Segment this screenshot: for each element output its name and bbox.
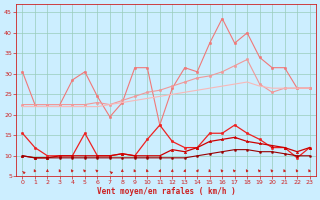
X-axis label: Vent moyen/en rafales ( km/h ): Vent moyen/en rafales ( km/h ) bbox=[97, 187, 236, 196]
